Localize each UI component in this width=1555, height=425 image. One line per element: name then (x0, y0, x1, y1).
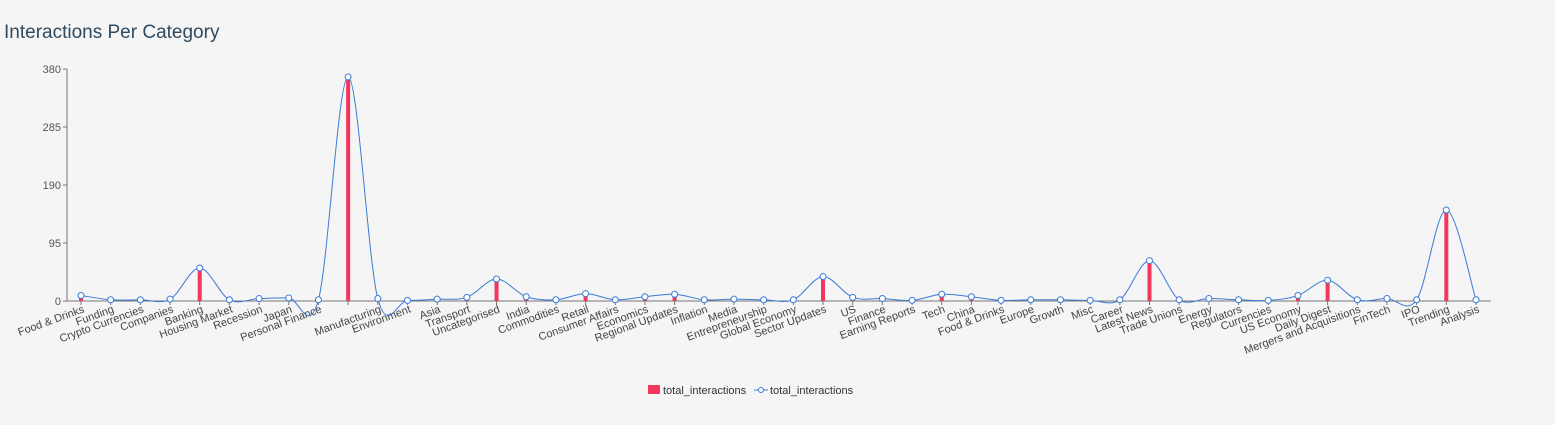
line-point[interactable] (433, 295, 441, 303)
line-points (77, 73, 1480, 304)
line-point[interactable] (107, 296, 115, 304)
line-point[interactable] (819, 273, 827, 281)
line-point[interactable] (582, 290, 590, 298)
line-point[interactable] (997, 296, 1005, 304)
bar (821, 276, 826, 301)
bar (346, 76, 351, 301)
line-point[interactable] (1175, 296, 1183, 304)
chart-title: Interactions Per Category (4, 22, 220, 43)
line-point[interactable] (1472, 296, 1480, 304)
y-tick-label: 0 (55, 296, 61, 308)
line-point[interactable] (1264, 296, 1272, 304)
legend-label: total_interactions (770, 385, 854, 397)
x-tick-label: Tech (921, 304, 947, 323)
line-point[interactable] (522, 293, 530, 301)
legend: total_interactions total_interactions (648, 385, 854, 397)
line-point[interactable] (849, 293, 857, 301)
line-point[interactable] (196, 264, 204, 272)
line-point[interactable] (136, 296, 144, 304)
line-series (80, 76, 1477, 317)
line-point[interactable] (166, 295, 174, 303)
line-point[interactable] (967, 293, 975, 301)
line-point[interactable] (730, 295, 738, 303)
line-point[interactable] (1353, 296, 1361, 304)
line-point[interactable] (344, 73, 352, 81)
series-line (80, 76, 1477, 317)
bar (583, 293, 588, 301)
line-point[interactable] (1235, 296, 1243, 304)
line-point[interactable] (671, 290, 679, 298)
line-point[interactable] (1205, 295, 1213, 303)
line-point[interactable] (908, 296, 916, 304)
x-tick-label: Growth (1028, 304, 1065, 327)
y-tick-label: 95 (49, 238, 61, 250)
line-point[interactable] (938, 290, 946, 298)
legend-item-bar[interactable]: total_interactions (648, 385, 747, 397)
line-point[interactable] (1146, 257, 1154, 265)
line-point[interactable] (77, 292, 85, 300)
line-point[interactable] (1383, 295, 1391, 303)
line-point[interactable] (255, 295, 263, 303)
bar (1444, 210, 1449, 301)
y-tick-label: 380 (43, 64, 61, 76)
legend-line-marker (758, 387, 764, 393)
line-point[interactable] (1324, 276, 1332, 284)
legend-item-line[interactable]: total_interactions (754, 385, 854, 397)
line-point[interactable] (1086, 296, 1094, 304)
line-point[interactable] (1442, 206, 1450, 214)
line-point[interactable] (789, 296, 797, 304)
line-point[interactable] (760, 296, 768, 304)
line-point[interactable] (611, 296, 619, 304)
legend-label: total_interactions (663, 385, 747, 397)
y-axis: 0 95 190 285 380 (43, 64, 68, 308)
line-point[interactable] (1116, 296, 1124, 304)
line-point[interactable] (1056, 296, 1064, 304)
bar-series (79, 76, 1478, 301)
line-point[interactable] (1294, 292, 1302, 300)
line-point[interactable] (314, 296, 322, 304)
y-tick-label: 190 (43, 180, 61, 192)
x-tick-label: US (839, 304, 857, 321)
legend-bar-swatch (648, 385, 660, 394)
line-point[interactable] (700, 296, 708, 304)
line-point[interactable] (1027, 296, 1035, 304)
line-point[interactable] (225, 296, 233, 304)
bar (1147, 260, 1152, 301)
line-point[interactable] (374, 295, 382, 303)
bar (494, 279, 499, 301)
line-point[interactable] (878, 295, 886, 303)
line-point[interactable] (285, 294, 293, 302)
bar (1325, 280, 1330, 301)
bar (197, 268, 202, 301)
y-tick-label: 285 (43, 122, 61, 134)
line-point[interactable] (641, 293, 649, 301)
line-point[interactable] (1413, 296, 1421, 304)
line-point[interactable] (552, 296, 560, 304)
line-point[interactable] (493, 275, 501, 283)
line-point[interactable] (403, 296, 411, 304)
line-point[interactable] (463, 293, 471, 301)
